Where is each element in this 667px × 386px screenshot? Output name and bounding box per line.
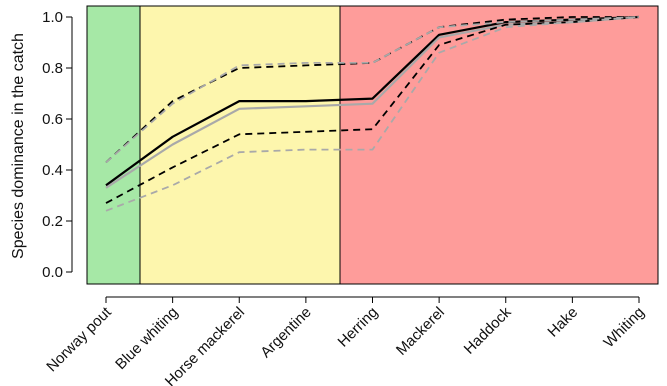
plot-frame <box>86 5 659 285</box>
y-tick-label: 0.2 <box>42 213 63 230</box>
series-lines <box>105 15 640 212</box>
y-axis-title: Species dominance in the catch <box>10 33 27 259</box>
y-tick-label: 1.0 <box>42 9 63 26</box>
y-axis: 0.0 0.2 0.4 0.6 0.8 1.0 <box>42 9 73 281</box>
y-tick-label: 0.8 <box>42 60 63 77</box>
x-tick-label: Blue whiting <box>112 304 181 373</box>
x-tick-label: Haddock <box>461 303 515 357</box>
y-tick-label: 0.6 <box>42 111 63 128</box>
y-tick-label: 0.0 <box>42 264 63 281</box>
region-2 <box>340 6 658 284</box>
x-tick-label: Whiting <box>600 304 647 351</box>
series-line-3 <box>105 16 640 204</box>
x-tick-label: Hake <box>544 304 581 341</box>
series-line-2 <box>105 16 639 164</box>
background-regions <box>87 6 658 284</box>
series-line-5 <box>105 16 640 212</box>
x-tick-label: Norway pout <box>43 303 115 375</box>
x-tick-label: Herring <box>335 304 382 351</box>
x-tick-label: Mackerel <box>393 304 448 359</box>
region-0 <box>87 6 140 284</box>
y-tick-label: 0.4 <box>42 162 63 179</box>
series-line-4 <box>105 16 640 164</box>
x-tick-label: Argentine <box>257 304 314 361</box>
